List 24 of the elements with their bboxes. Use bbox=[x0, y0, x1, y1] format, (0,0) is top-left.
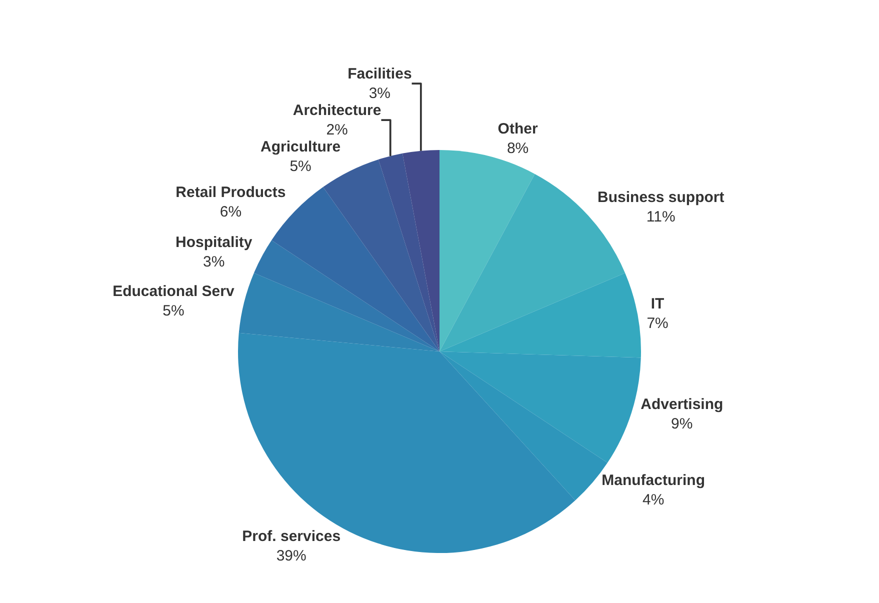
slice-label: IT bbox=[650, 296, 664, 313]
data-label: 11% bbox=[646, 208, 676, 226]
data-label: 5% bbox=[290, 158, 312, 175]
slice-label: Prof. services bbox=[242, 528, 341, 546]
slice-label: Facilities bbox=[348, 65, 412, 82]
data-label: 3% bbox=[368, 84, 391, 102]
slice-label: Business support bbox=[598, 189, 724, 206]
data-label: 7% bbox=[646, 315, 668, 332]
slice-label: Hospitality bbox=[176, 234, 253, 251]
slice-label: Manufacturing bbox=[602, 472, 705, 490]
data-label: 2% bbox=[326, 121, 348, 138]
data-label: 6% bbox=[220, 204, 242, 221]
data-label: 8% bbox=[506, 140, 529, 158]
data-label: 5% bbox=[162, 302, 184, 320]
data-label: 39% bbox=[276, 548, 306, 565]
data-label: 3% bbox=[203, 253, 225, 270]
slice-label: Other bbox=[498, 120, 538, 138]
slice-label: Educational Serv bbox=[112, 283, 235, 300]
data-label: 9% bbox=[671, 416, 693, 433]
slice-label: Architecture bbox=[292, 102, 382, 119]
data-label: 4% bbox=[642, 492, 664, 509]
slice-label: Retail Products bbox=[176, 184, 286, 202]
slice-label: Advertising bbox=[640, 396, 724, 414]
slice-label: Agriculture bbox=[260, 138, 341, 156]
